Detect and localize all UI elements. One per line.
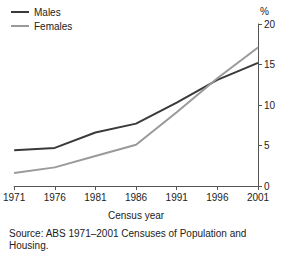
- svg-text:1991: 1991: [166, 192, 189, 203]
- svg-text:10: 10: [264, 100, 276, 111]
- svg-text:Males: Males: [34, 7, 61, 18]
- svg-text:15: 15: [264, 59, 276, 70]
- svg-text:20: 20: [264, 19, 276, 30]
- svg-text:1976: 1976: [44, 192, 67, 203]
- svg-text:Source: ABS 1971–2001 Censuses: Source: ABS 1971–2001 Censuses of Popula…: [9, 228, 249, 239]
- svg-text:1981: 1981: [84, 192, 107, 203]
- svg-text:1971: 1971: [3, 192, 26, 203]
- svg-text:Housing.: Housing.: [9, 240, 48, 251]
- svg-text:0: 0: [264, 181, 270, 192]
- svg-text:1986: 1986: [125, 192, 148, 203]
- svg-text:5: 5: [264, 140, 270, 151]
- svg-text:2001: 2001: [247, 192, 270, 203]
- svg-text:1996: 1996: [206, 192, 229, 203]
- svg-text:%: %: [260, 6, 269, 17]
- svg-text:Census year: Census year: [108, 210, 165, 221]
- svg-text:Females: Females: [34, 21, 72, 32]
